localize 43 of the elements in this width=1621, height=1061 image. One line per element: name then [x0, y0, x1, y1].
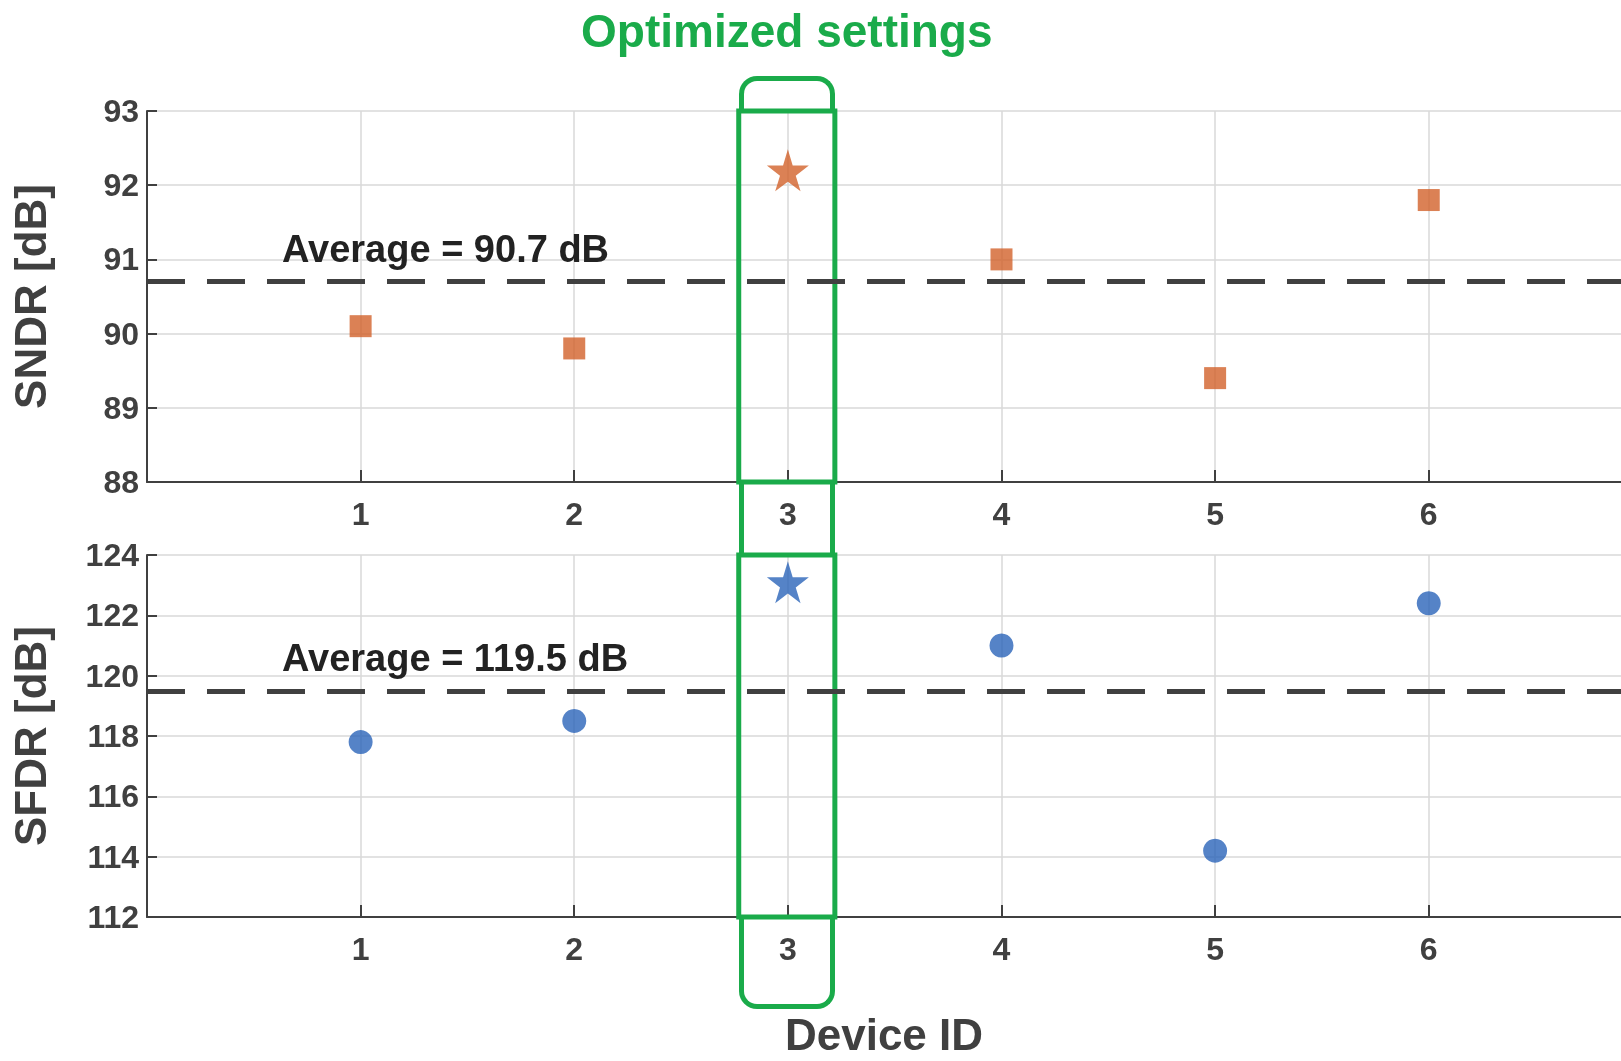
x-tick-label: 5 — [1206, 496, 1225, 532]
y-tick-label: 90 — [103, 315, 139, 352]
x-tick-label: 2 — [565, 931, 584, 967]
y-tick-label: 93 — [103, 93, 139, 129]
y-tick-label: 114 — [87, 838, 140, 875]
y-axis-title: SNDR [dB] — [5, 184, 55, 409]
point — [1416, 591, 1441, 616]
y-tick-label: 118 — [87, 718, 139, 754]
y-tick-label: 91 — [103, 241, 139, 278]
x-tick-label: 4 — [992, 496, 1011, 532]
point — [766, 561, 809, 604]
x-tick-label: 3 — [778, 496, 797, 532]
x-tick-label: 2 — [565, 496, 584, 532]
x-tick-label: 6 — [1419, 931, 1438, 967]
y-tick-label: 88 — [103, 464, 139, 500]
x-tick-label: 5 — [1206, 931, 1225, 967]
point — [990, 248, 1013, 271]
y-tick-label: 122 — [85, 597, 139, 634]
point — [348, 730, 373, 755]
x-tick-label: 3 — [778, 931, 797, 967]
ref-line-label: Average = 90.7 dB — [282, 227, 610, 270]
y-tick-label: 120 — [85, 657, 139, 694]
x-axis-title: Device ID — [784, 1009, 984, 1059]
point — [349, 315, 372, 338]
x-tick-label: 4 — [992, 931, 1011, 967]
point — [1417, 189, 1440, 212]
y-tick-label: 116 — [87, 778, 139, 815]
ref-line-label: Average = 119.5 dB — [282, 636, 629, 679]
band-label: Optimized settings — [581, 4, 993, 58]
point — [562, 708, 587, 733]
point — [1203, 838, 1228, 863]
y-tick-label: 112 — [87, 899, 139, 935]
x-tick-label: 1 — [351, 931, 370, 967]
point — [989, 633, 1014, 658]
point — [766, 149, 809, 192]
y-tick-label: 124 — [85, 537, 140, 573]
point — [1204, 367, 1227, 390]
x-tick-label: 1 — [351, 496, 370, 532]
x-tick-label: 6 — [1419, 496, 1438, 532]
y-axis-title: SFDR [dB] — [5, 626, 55, 846]
y-tick-label: 92 — [103, 167, 139, 204]
y-tick-label: 89 — [103, 389, 139, 426]
point — [563, 337, 586, 360]
